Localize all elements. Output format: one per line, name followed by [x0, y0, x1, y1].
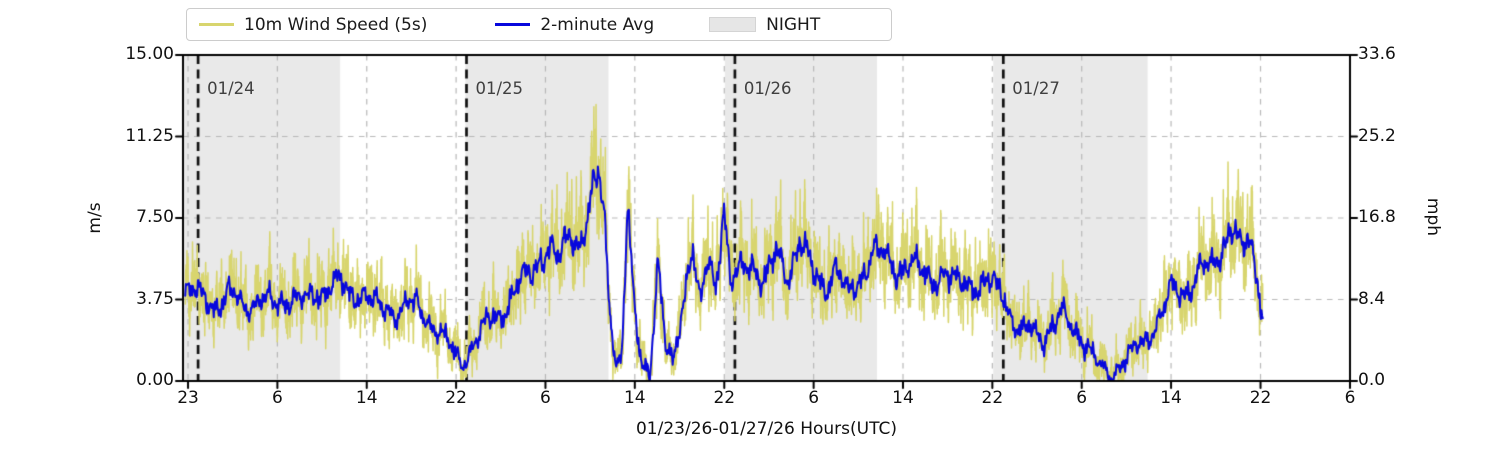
night-patch-swatch-icon: [709, 17, 757, 32]
x-tick-label: 6: [808, 388, 820, 408]
y-tick-label-right: 8.4: [1358, 288, 1386, 309]
x-tick-label: 14: [1160, 388, 1182, 408]
x-tick-label: 6: [1344, 388, 1356, 408]
legend-item-raw: 10m Wind Speed (5s): [199, 15, 427, 35]
legend-box: 10m Wind Speed (5s) 2-minute Avg NIGHT: [186, 8, 892, 41]
y-axis-label-right: mph: [1423, 197, 1443, 237]
y-tick-label-left: 7.50: [136, 207, 174, 227]
y-tick-label-right: 16.8: [1358, 207, 1396, 227]
x-tick-label: 14: [892, 388, 914, 408]
x-tick-label: 14: [623, 388, 646, 408]
y-tick-label-left: 3.75: [136, 288, 174, 309]
y-tick-label-left: 15.00: [125, 44, 174, 64]
x-tick-label: 6: [540, 388, 551, 408]
y-tick-label-left: 0.00: [136, 370, 174, 390]
y-tick-label-right: 0.0: [1358, 370, 1386, 390]
day-boundary-label: 01/27: [1012, 79, 1060, 98]
x-tick-label: 22: [1249, 388, 1272, 408]
y-tick-label-right: 33.6: [1358, 44, 1396, 64]
avg-line-swatch-icon: [495, 22, 531, 27]
day-boundary-label: 01/24: [207, 79, 255, 98]
x-tick-label: 6: [271, 388, 283, 408]
y-axis-label-left: m/s: [85, 202, 105, 234]
day-boundary-label: 01/26: [743, 79, 792, 98]
legend-item-avg: 2-minute Avg: [495, 15, 654, 35]
x-tick-label: 14: [355, 388, 378, 408]
y-tick-label-right: 25.2: [1358, 125, 1396, 146]
x-tick-label: 22: [445, 388, 467, 408]
legend-label-night: NIGHT: [766, 14, 821, 35]
raw-line-swatch-icon: [199, 22, 234, 27]
x-tick-label: 6: [1076, 388, 1088, 408]
y-tick-label-left: 11.25: [125, 125, 174, 146]
x-tick-label: 23: [177, 388, 199, 408]
legend-item-night: NIGHT: [709, 15, 820, 35]
x-tick-label: 22: [981, 388, 1004, 408]
day-boundary-label: 01/25: [475, 79, 524, 98]
legend-label-avg: 2-minute Avg: [540, 14, 655, 35]
x-axis-label: 01/23/26-01/27/26 Hours(UTC): [635, 419, 897, 439]
legend-label-raw: 10m Wind Speed (5s): [244, 14, 428, 35]
x-tick-label: 22: [713, 388, 736, 408]
